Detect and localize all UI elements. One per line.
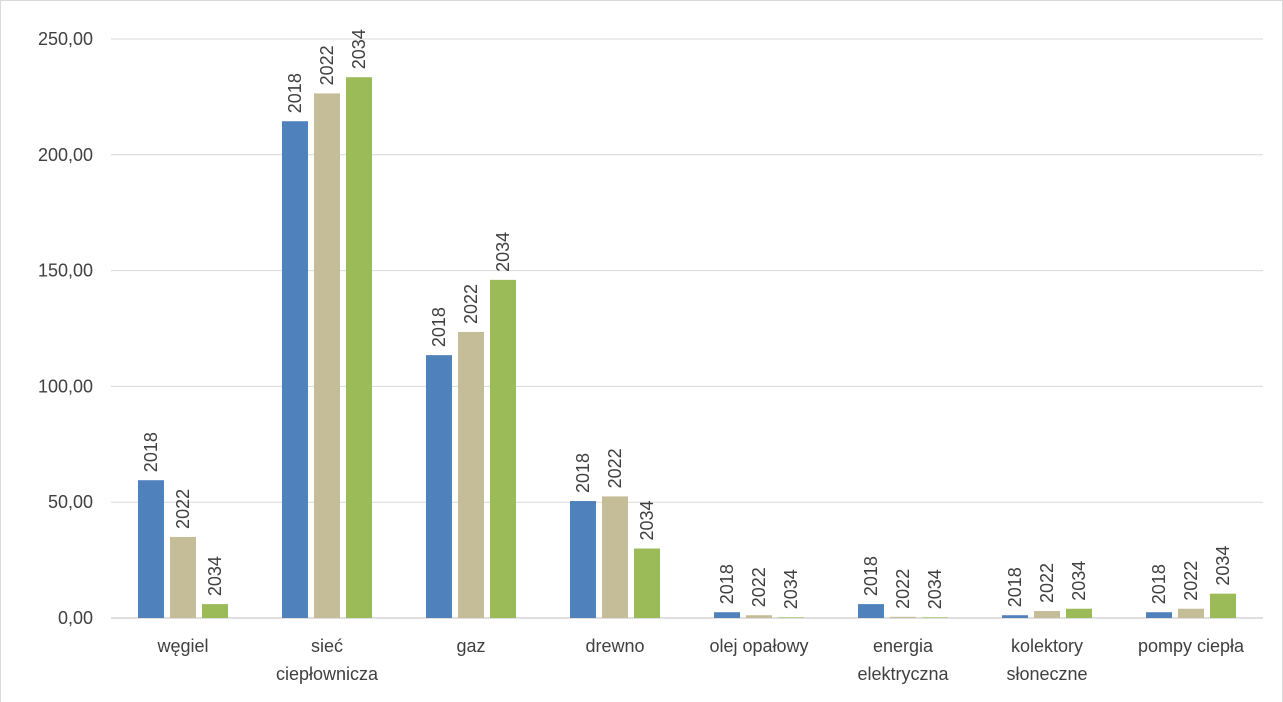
bar-2022 (746, 615, 772, 618)
data-label: 2034 (1213, 546, 1233, 586)
category-label: olej opałowy (709, 636, 808, 656)
bar-2022 (458, 331, 484, 618)
data-label: 2018 (717, 564, 737, 604)
category-label: elektryczna (857, 664, 949, 684)
data-label: 2022 (461, 284, 481, 324)
bar-2018 (570, 501, 596, 618)
bar-2018 (1002, 615, 1028, 618)
y-tick-label: 200,00 (38, 145, 93, 165)
data-label: 2022 (605, 448, 625, 488)
bar-2022 (1178, 608, 1204, 618)
data-label: 2034 (493, 232, 513, 272)
category-label: pompy ciepła (1138, 636, 1245, 656)
data-label: 2018 (1005, 567, 1025, 607)
bar-2022 (1034, 611, 1060, 618)
bar-2034 (778, 617, 804, 618)
y-tick-label: 100,00 (38, 376, 93, 396)
bar-2034 (202, 604, 228, 618)
data-label: 2022 (893, 569, 913, 609)
bar-2018 (138, 480, 164, 618)
y-tick-label: 50,00 (48, 492, 93, 512)
data-label: 2022 (173, 489, 193, 529)
category-label: energia (873, 636, 934, 656)
data-label: 2034 (349, 29, 369, 69)
data-label: 2018 (429, 307, 449, 347)
data-label: 2018 (141, 432, 161, 472)
data-label: 2034 (637, 500, 657, 540)
data-label: 2022 (317, 45, 337, 85)
category-label: słoneczne (1006, 664, 1087, 684)
bar-2018 (282, 121, 308, 618)
bar-2018 (426, 355, 452, 618)
data-label: 2018 (1149, 564, 1169, 604)
bar-2022 (602, 496, 628, 618)
data-label: 2018 (573, 453, 593, 493)
category-label: ciepłownicza (276, 664, 379, 684)
bar-2022 (890, 616, 916, 618)
category-label: węgiel (156, 636, 208, 656)
y-tick-label: 0,00 (58, 608, 93, 628)
bar-2034 (1066, 608, 1092, 618)
data-label: 2018 (861, 556, 881, 596)
data-label: 2022 (749, 567, 769, 607)
bar-2018 (1146, 612, 1172, 618)
y-tick-label: 150,00 (38, 261, 93, 281)
data-label: 2022 (1181, 561, 1201, 601)
data-label: 2034 (1069, 561, 1089, 601)
category-label: drewno (585, 636, 644, 656)
bar-2034 (1210, 593, 1236, 618)
category-label: kolektory (1011, 636, 1083, 656)
bar-2034 (922, 617, 948, 618)
data-label: 2034 (205, 556, 225, 596)
data-label: 2018 (285, 73, 305, 113)
bar-2018 (858, 604, 884, 618)
category-label: gaz (456, 636, 485, 656)
data-label: 2034 (925, 569, 945, 609)
data-label: 2022 (1037, 563, 1057, 603)
bar-2022 (170, 536, 196, 618)
bar-2034 (634, 548, 660, 618)
bar-2018 (714, 612, 740, 618)
bar-2034 (490, 279, 516, 618)
bar-2034 (346, 77, 372, 619)
y-tick-label: 250,00 (38, 29, 93, 49)
bar-2022 (314, 93, 340, 618)
data-label: 2034 (781, 569, 801, 609)
category-label: sieć (311, 636, 343, 656)
